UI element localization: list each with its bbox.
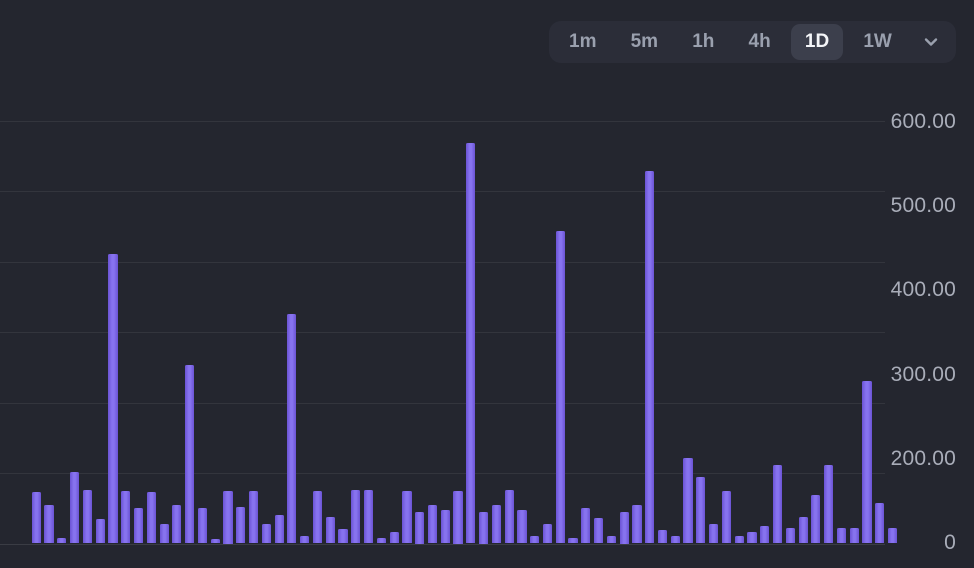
volume-bar <box>82 489 92 544</box>
volume-bar <box>300 535 310 544</box>
volume-bar <box>683 458 693 544</box>
gridline-100 <box>0 473 885 475</box>
interval-button-1w[interactable]: 1W <box>849 24 906 60</box>
volume-bar <box>440 510 450 544</box>
volume-bar <box>31 492 41 544</box>
volume-bar <box>44 504 54 544</box>
volume-bar <box>491 505 501 544</box>
y-axis-tick-label: 600.00 <box>890 110 956 133</box>
volume-bar <box>57 537 67 544</box>
volume-bar <box>798 516 808 544</box>
gridline-400 <box>0 261 885 263</box>
volume-bar <box>542 523 553 544</box>
volume-bar <box>363 489 374 544</box>
volume-bar <box>427 504 438 544</box>
y-axis-tick-label: 400.00 <box>890 278 956 302</box>
volume-bar <box>811 494 821 544</box>
volume-bar <box>172 504 182 544</box>
gridline-300 <box>0 332 885 334</box>
volume-bar <box>210 539 220 544</box>
y-axis-tick-label: 300.00 <box>890 362 956 386</box>
gridline-0 <box>0 543 885 545</box>
volume-bar <box>530 536 540 544</box>
volume-bar <box>517 510 527 544</box>
volume-bar <box>108 254 118 544</box>
volume-bar <box>223 490 233 544</box>
volume-bar <box>747 531 757 544</box>
volume-bar <box>402 491 412 544</box>
volume-bar <box>504 489 514 544</box>
interval-button-4h[interactable]: 4h <box>735 24 785 60</box>
volume-bar <box>555 230 565 544</box>
volume-bar <box>274 514 284 544</box>
volume-bar <box>568 537 578 544</box>
volume-bar <box>95 518 105 544</box>
volume-bar <box>824 465 834 544</box>
volume-bar <box>197 507 208 544</box>
volume-bar <box>261 524 271 544</box>
volume-bar <box>594 518 604 544</box>
volume-bar <box>146 492 156 544</box>
volume-bar <box>606 535 616 544</box>
gridline-600 <box>0 121 885 122</box>
interval-button-1m[interactable]: 1m <box>555 24 610 60</box>
volume-bar <box>236 506 246 544</box>
volume-bar <box>159 523 169 544</box>
chevron-down-icon <box>922 33 940 51</box>
volume-bar <box>760 525 770 544</box>
interval-selector: 1m 5m 1h 4h 1D 1W <box>549 21 956 63</box>
volume-bar <box>248 491 259 544</box>
volume-bar <box>836 528 847 544</box>
volume-bar <box>70 472 80 544</box>
price-scale[interactable]: 600.00 500.00 400.00 300.00 200.00 0 <box>854 0 974 568</box>
volume-bar <box>376 537 386 544</box>
y-axis-tick-label: 0 <box>944 531 956 554</box>
volume-bar <box>632 504 642 544</box>
volume-bar <box>312 491 323 544</box>
gridline-200 <box>0 402 885 404</box>
gridline-500 <box>0 191 885 193</box>
y-axis-tick-label: 200.00 <box>890 446 956 470</box>
volume-bar <box>479 511 489 544</box>
interval-button-5m[interactable]: 5m <box>617 24 672 60</box>
volume-bar <box>670 535 680 544</box>
volume-bar <box>785 528 795 544</box>
volume-bar <box>581 508 591 544</box>
volume-bar <box>734 536 744 544</box>
volume-bar <box>325 516 335 544</box>
volume-bar <box>453 490 463 544</box>
interval-button-1h[interactable]: 1h <box>678 24 728 60</box>
volume-bar <box>133 508 144 544</box>
volume-bar <box>657 530 668 544</box>
volume-bar <box>619 511 629 544</box>
y-axis-tick-label: 500.00 <box>890 194 956 218</box>
volume-bar <box>185 365 195 544</box>
volume-bar <box>287 313 297 544</box>
volume-bar <box>389 531 399 544</box>
volume-bar <box>466 142 476 544</box>
volume-bar <box>772 465 783 544</box>
volume-bar <box>415 511 425 544</box>
volume-bar <box>351 489 361 544</box>
volume-bar <box>338 529 348 544</box>
volume-bar <box>721 491 731 544</box>
volume-bar <box>121 491 131 544</box>
volume-bar <box>709 523 719 544</box>
interval-dropdown-button[interactable] <box>912 24 950 60</box>
volume-bar <box>696 476 706 544</box>
interval-button-1d[interactable]: 1D <box>790 24 844 60</box>
volume-bar <box>645 170 655 544</box>
